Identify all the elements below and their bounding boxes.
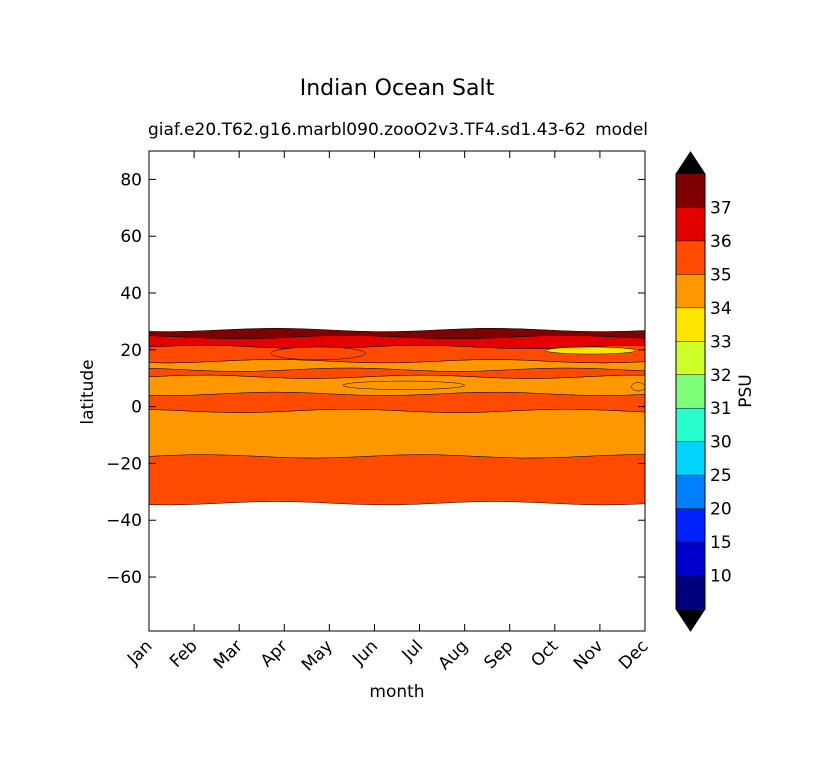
- x-tick-label: Jun: [348, 636, 382, 670]
- y-tick-label: −40: [106, 511, 142, 531]
- colorbar-segment: [676, 441, 705, 476]
- colorbar-segment: [676, 408, 705, 442]
- colorbar-tick-label: 35: [710, 265, 732, 285]
- colorbar-tick-label: 33: [710, 332, 732, 352]
- colorbar-segment: [676, 174, 705, 208]
- contour-patch: [631, 382, 645, 392]
- contour-field: [149, 327, 645, 506]
- contour-band: [149, 454, 645, 506]
- colorbar-tick-label: 20: [710, 500, 732, 520]
- x-tick-label: Dec: [615, 636, 652, 673]
- colorbar-tick-label: 37: [710, 198, 732, 218]
- colorbar-segment: [676, 274, 705, 308]
- x-tick-label: Sep: [480, 636, 517, 673]
- plot-frame: [148, 150, 646, 632]
- y-tick-label: 40: [120, 284, 142, 304]
- y-tick-label: 60: [120, 227, 142, 247]
- colorbar-segment: [676, 575, 705, 609]
- colorbar-tick-label: 34: [710, 299, 732, 319]
- colorbar-tick-label: 32: [710, 366, 732, 386]
- colorbar-tick-label: 10: [710, 567, 732, 587]
- colorbar-segment: [676, 341, 705, 375]
- colorbar-tick-label: 30: [710, 433, 732, 453]
- y-tick-label: 0: [131, 398, 142, 418]
- colorbar-segment: [676, 542, 705, 576]
- x-tick-label: Jul: [398, 636, 427, 665]
- colorbar-segment: [676, 475, 705, 509]
- y-tick-label: 20: [120, 341, 142, 361]
- contour-band: [149, 327, 645, 339]
- x-tick-label: Oct: [527, 636, 562, 671]
- x-tick-label: Jan: [123, 636, 156, 669]
- colorbar-over-arrow: [676, 152, 705, 174]
- colorbar: 10 15 20 25 30 31 32 33 34 35 36 37: [675, 151, 732, 632]
- plot-area: 80 60 40 20 0 −20 −40 −60 Jan Feb Mar Apr May Jun Jul A…: [106, 150, 653, 675]
- y-tick-label: −20: [106, 454, 142, 474]
- chart-title: Indian Ocean Salt: [299, 76, 495, 101]
- chart-subtitle-left: giaf.e20.T62.g16.marbl090.zooO2v3.TF4.sd…: [148, 120, 587, 140]
- colorbar-under-arrow: [676, 609, 705, 631]
- colorbar-segment: [676, 307, 705, 342]
- contour-patch: [545, 346, 637, 355]
- x-tick-label: Feb: [166, 636, 201, 671]
- x-tick-label: Nov: [570, 636, 608, 674]
- y-tick-label: −60: [106, 568, 142, 588]
- colorbar-segment: [676, 207, 705, 241]
- x-tick-label: Aug: [435, 636, 473, 674]
- colorbar-tick-label: 31: [710, 399, 732, 419]
- contour-band: [149, 408, 645, 459]
- x-tick-label: Mar: [210, 636, 247, 673]
- colorbar-segment: [676, 374, 705, 409]
- chart-subtitle-right: model: [595, 120, 648, 140]
- colorbar-segment: [676, 240, 705, 275]
- contour-patch: [342, 380, 465, 390]
- x-tick-label: Apr: [257, 636, 292, 671]
- x-tick-label: May: [298, 636, 337, 675]
- colorbar-tick-label: 25: [710, 466, 732, 486]
- contour-patch: [270, 346, 366, 361]
- x-axis-label: month: [369, 682, 425, 702]
- colorbar-tick-label: 15: [710, 533, 732, 553]
- colorbar-tick-label: 36: [710, 232, 732, 252]
- colorbar-outline: [675, 151, 706, 632]
- y-tick-label: 80: [120, 170, 142, 190]
- colorbar-segment: [676, 508, 705, 543]
